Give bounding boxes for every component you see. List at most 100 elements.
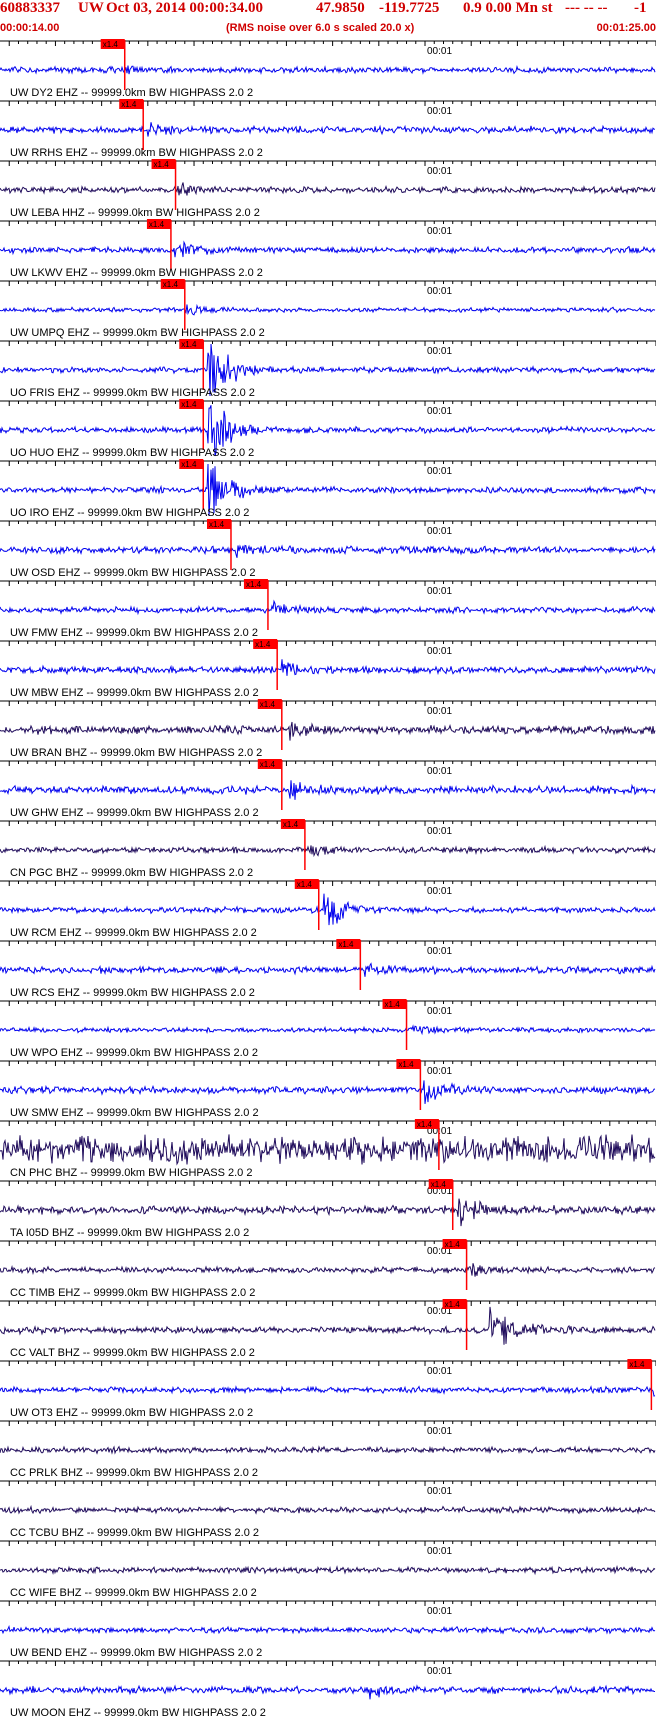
station-label: UW OSD EHZ -- 99999.0km BW HIGHPASS 2.0 … (10, 567, 256, 579)
waveform-trace (0, 1080, 656, 1104)
pick-label: x1.4 (154, 160, 170, 169)
waveform-trace (0, 240, 656, 258)
pick-flag (100, 39, 125, 49)
pick-flag (146, 219, 171, 229)
station-label: UW RCS EHZ -- 99999.0km BW HIGHPASS 2.0 … (10, 987, 255, 999)
pick-flag (179, 339, 204, 349)
pick-flag (243, 579, 268, 589)
pick-label: x1.4 (338, 940, 354, 949)
timeline-tick-label: 00:01 (427, 46, 452, 57)
event-id: 60883337 (0, 0, 60, 16)
waveform-trace (0, 182, 656, 196)
pick-label: x1.4 (445, 1300, 461, 1309)
station-label: CC VALT BHZ -- 99999.0km BW HIGHPASS 2.0… (10, 1347, 255, 1359)
station-label: UO IRO EHZ -- 99999.0km BW HIGHPASS 2.0 … (10, 507, 249, 519)
pick-flag (206, 519, 231, 529)
time-range-bar: 00:00:14.00 (RMS noise over 6.0 s scaled… (0, 22, 656, 36)
station-label: UW GHW EHZ -- 99999.0km BW HIGHPASS 2.0 … (10, 807, 259, 819)
waveform-trace (0, 659, 656, 676)
pick-flag (627, 1359, 652, 1369)
timeline-tick-label: 00:01 (427, 466, 452, 477)
station-label: UW BRAN BHZ -- 99999.0km BW HIGHPASS 2.0… (10, 747, 262, 759)
timeline-tick-label: 00:01 (427, 766, 452, 777)
timeline-tick-label: 00:01 (427, 946, 452, 957)
pick-flag (428, 1179, 453, 1189)
timeline-tick-label: 00:01 (427, 406, 452, 417)
timeline-tick-label: 00:01 (427, 646, 452, 657)
timeline-tick-label: 00:01 (427, 1066, 452, 1077)
event-datetime: Oct 03, 2014 00:00:34.00 (106, 0, 264, 16)
event-network: UW (78, 0, 104, 16)
pick-label: x1.4 (260, 760, 276, 769)
waveform-trace (0, 721, 656, 741)
timeline-tick-label: 00:01 (427, 1306, 452, 1317)
pick-label: x1.4 (283, 820, 299, 829)
start-time: 00:00:14.00 (0, 22, 60, 34)
pick-flag (179, 399, 204, 409)
waveform-trace (0, 780, 656, 800)
waveform-trace (0, 122, 656, 137)
timeline-tick-label: 00:01 (427, 1366, 452, 1377)
pick-flag (336, 939, 361, 949)
pick-label: x1.4 (445, 1240, 461, 1249)
waveform-trace (0, 1263, 656, 1277)
station-label: CC PRLK BHZ -- 99999.0km BW HIGHPASS 2.0… (10, 1467, 258, 1479)
pick-flag (396, 1059, 421, 1069)
pick-flag (294, 879, 319, 889)
timeline-tick-label: 00:01 (427, 1246, 452, 1257)
pick-label: x1.4 (297, 880, 313, 889)
pick-label: x1.4 (209, 520, 225, 529)
pick-flag (280, 819, 305, 829)
timeline-tick-label: 00:01 (427, 1606, 452, 1617)
station-label: CC TCBU BHZ -- 99999.0km BW HIGHPASS 2.0… (10, 1527, 259, 1539)
waveform-trace (0, 893, 656, 926)
pick-flag (257, 759, 282, 769)
pick-flag (160, 279, 185, 289)
pick-label: x1.4 (260, 700, 276, 709)
pick-flag (442, 1299, 467, 1309)
timeline-tick-label: 00:01 (427, 1546, 452, 1557)
event-flags: --- -- -- (565, 0, 608, 16)
timeline-tick-label: 00:01 (427, 1666, 452, 1677)
pick-flag (253, 639, 278, 649)
station-label: UW LKWV EHZ -- 99999.0km BW HIGHPASS 2.0… (10, 267, 263, 279)
pick-label: x1.4 (149, 220, 165, 229)
pick-label: x1.4 (385, 1000, 401, 1009)
event-marker: -1 (634, 0, 647, 16)
waveform-trace (0, 1445, 656, 1455)
waveform-trace (0, 1624, 656, 1635)
waveform-trace (0, 544, 656, 558)
event-depth-magnitude: 0.9 0.00 Mn st (463, 0, 553, 16)
timeline-tick-label: 00:01 (427, 346, 452, 357)
pick-flag (179, 459, 204, 469)
seismogram-panel: 00:01 x1.4 UW DY2 EHZ -- 99999.0km BW HIGH… (0, 38, 656, 1719)
pick-label: x1.4 (398, 1060, 414, 1069)
pick-label: x1.4 (181, 400, 197, 409)
pick-flag (257, 699, 282, 709)
timeline-tick-label: 00:01 (427, 166, 452, 177)
station-label: UW MBW EHZ -- 99999.0km BW HIGHPASS 2.0 … (10, 687, 259, 699)
waveform-trace (0, 303, 656, 316)
station-label: UO FRIS EHZ -- 99999.0km BW HIGHPASS 2.0… (10, 387, 255, 399)
pick-flag (151, 159, 176, 169)
timeline-tick-label: 00:01 (427, 226, 452, 237)
station-label: TA I05D BHZ -- 99999.0km BW HIGHPASS 2.0… (10, 1227, 249, 1239)
timeline-tick-label: 00:01 (427, 1186, 452, 1197)
station-label: UW UMPQ EHZ -- 99999.0km BW HIGHPASS 2.0… (10, 327, 265, 339)
station-label: UW DY2 EHZ -- 99999.0km BW HIGHPASS 2.0 … (10, 87, 253, 99)
timeline-tick-label: 00:01 (427, 886, 452, 897)
pick-label: x1.4 (103, 40, 119, 49)
waveform-trace (0, 463, 656, 517)
station-label: UW LEBA HHZ -- 99999.0km BW HIGHPASS 2.0… (10, 207, 260, 219)
station-label: CN PGC BHZ -- 99999.0km BW HIGHPASS 2.0 … (10, 867, 253, 879)
waveform-trace (0, 1504, 656, 1515)
pick-flag (119, 99, 144, 109)
station-label: UW FMW EHZ -- 99999.0km BW HIGHPASS 2.0 … (10, 627, 258, 639)
station-label: UW RRHS EHZ -- 99999.0km BW HIGHPASS 2.0… (10, 147, 263, 159)
pick-label: x1.4 (181, 460, 197, 469)
waveform-trace (0, 1385, 656, 1397)
station-label: UO HUO EHZ -- 99999.0km BW HIGHPASS 2.0 … (10, 447, 254, 459)
waveform-trace (0, 65, 656, 75)
waveform-trace (0, 405, 656, 457)
